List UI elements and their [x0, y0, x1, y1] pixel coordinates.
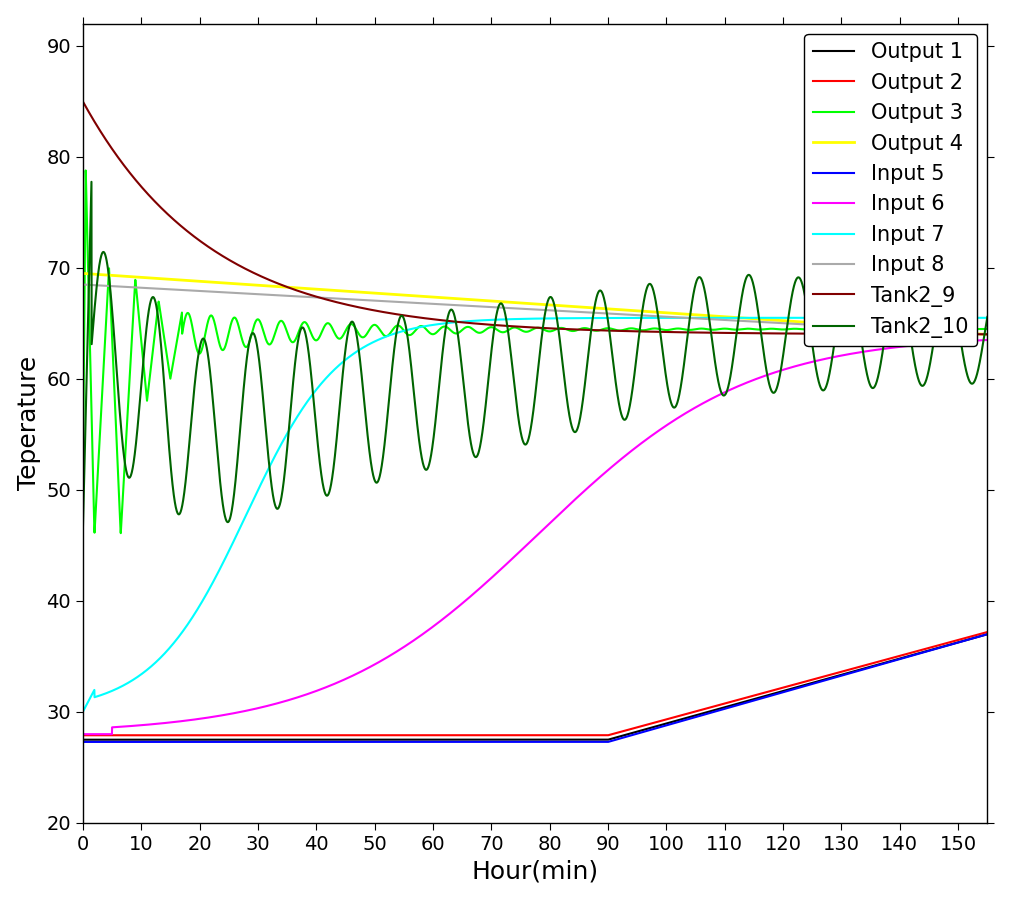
Output 4 [665, 308, 677, 319]
Input 8 [423, 298, 435, 309]
Input 7 [77, 706, 89, 717]
Output 2 [619, 725, 631, 736]
Input 5 [241, 736, 253, 747]
Tank2_10 [665, 398, 677, 409]
Output 3 [77, 484, 89, 495]
Tank2_9 [752, 328, 764, 338]
Input 5 [982, 629, 994, 640]
Input 6 [77, 729, 89, 740]
Line: Output 2: Output 2 [83, 632, 988, 735]
Line: Input 7: Input 7 [83, 318, 988, 712]
Tank2_9 [665, 327, 677, 338]
Output 4 [423, 292, 435, 302]
Tank2_9 [619, 326, 631, 337]
Input 8 [77, 279, 89, 290]
Line: Input 6: Input 6 [83, 340, 988, 734]
Output 2 [752, 689, 764, 700]
Output 3 [242, 341, 254, 352]
Input 6 [423, 625, 435, 635]
Output 1 [423, 734, 435, 745]
Output 4 [752, 313, 764, 324]
Input 6 [982, 335, 994, 346]
Input 8 [241, 288, 253, 299]
Output 4 [619, 304, 631, 315]
Tank2_10 [821, 380, 833, 391]
Output 3 [821, 324, 833, 335]
Output 4 [982, 329, 994, 340]
Output 4 [821, 319, 833, 329]
Output 3 [665, 324, 677, 335]
Tank2_10 [85, 176, 97, 187]
Input 8 [982, 329, 994, 340]
Input 7 [619, 312, 631, 323]
Input 5 [752, 694, 764, 705]
Output 1 [982, 629, 994, 640]
Output 1 [821, 673, 833, 684]
Input 7 [423, 320, 435, 331]
Input 6 [241, 706, 253, 716]
Input 5 [423, 736, 435, 747]
Output 3 [982, 324, 994, 335]
Tank2_10 [423, 461, 435, 472]
Tank2_9 [241, 265, 253, 275]
Input 6 [665, 417, 677, 428]
Input 8 [821, 320, 833, 331]
Tank2_10 [752, 305, 764, 316]
Line: Output 3: Output 3 [83, 170, 988, 533]
Line: Tank2_9: Tank2_9 [83, 102, 988, 334]
Input 7 [821, 312, 833, 323]
Input 8 [752, 317, 764, 328]
Input 8 [619, 309, 631, 320]
Output 1 [241, 734, 253, 745]
Line: Output 1: Output 1 [83, 634, 988, 740]
Output 2 [423, 730, 435, 741]
X-axis label: Hour(min): Hour(min) [471, 860, 599, 883]
Output 1 [665, 716, 677, 727]
Input 5 [665, 718, 677, 729]
Tank2_10 [620, 414, 632, 425]
Output 2 [77, 730, 89, 741]
Output 3 [423, 327, 435, 338]
Output 4 [241, 279, 253, 290]
Output 4 [77, 268, 89, 279]
Output 2 [241, 730, 253, 741]
Tank2_10 [77, 529, 89, 540]
Output 2 [665, 713, 677, 724]
Input 6 [619, 450, 631, 461]
Line: Tank2_10: Tank2_10 [83, 182, 988, 535]
Output 3 [752, 324, 764, 335]
Output 3 [80, 165, 92, 176]
Input 5 [619, 732, 631, 742]
Input 7 [982, 312, 994, 323]
Input 6 [752, 373, 764, 383]
Input 7 [241, 508, 253, 518]
Output 3 [114, 527, 126, 538]
Line: Output 4: Output 4 [83, 274, 988, 335]
Tank2_9 [77, 96, 89, 107]
Tank2_9 [423, 313, 435, 324]
Tank2_10 [982, 311, 994, 322]
Y-axis label: Teperature: Teperature [16, 356, 40, 491]
Input 8 [665, 311, 677, 322]
Input 7 [752, 312, 764, 323]
Input 7 [665, 312, 677, 323]
Tank2_9 [982, 328, 994, 339]
Output 2 [982, 626, 994, 637]
Legend: Output 1, Output 2, Output 3, Output 4, Input 5, Input 6, Input 7, Input 8, Tank: Output 1, Output 2, Output 3, Output 4, … [805, 34, 977, 346]
Output 1 [619, 730, 631, 741]
Output 1 [752, 693, 764, 704]
Output 3 [620, 324, 632, 335]
Input 5 [821, 674, 833, 685]
Output 2 [821, 670, 833, 681]
Output 1 [77, 734, 89, 745]
Line: Input 8: Input 8 [83, 284, 988, 335]
Input 5 [77, 736, 89, 747]
Line: Input 5: Input 5 [83, 634, 988, 742]
Input 6 [821, 353, 833, 364]
Tank2_10 [242, 349, 254, 360]
Tank2_9 [821, 328, 833, 339]
